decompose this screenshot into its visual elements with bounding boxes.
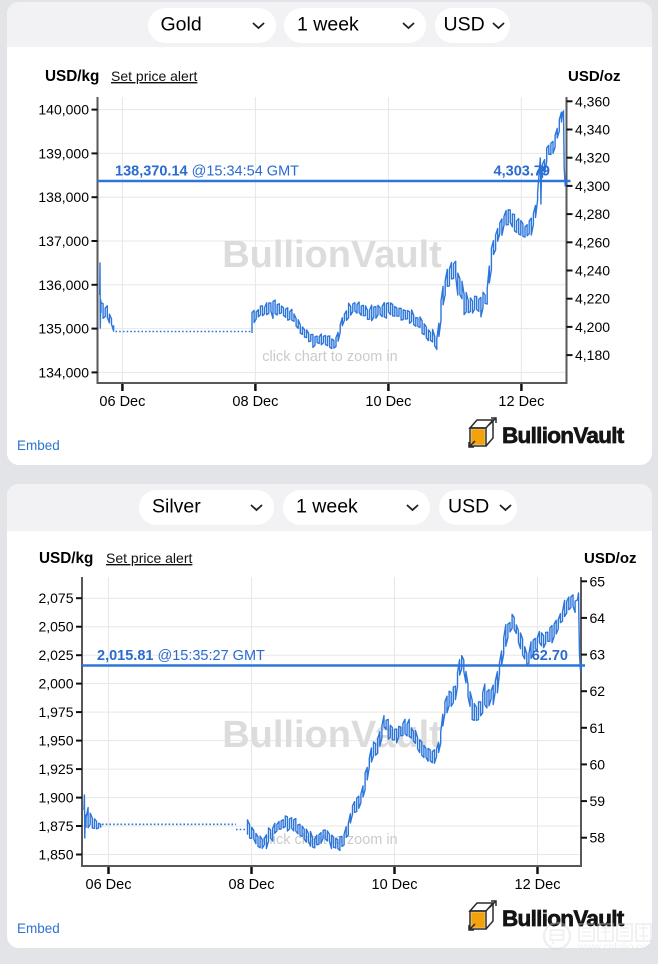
svg-text:08 Dec: 08 Dec: [229, 877, 275, 893]
svg-text:4,280: 4,280: [575, 206, 610, 222]
svg-text:1,950: 1,950: [38, 733, 73, 749]
svg-text:USD/kg: USD/kg: [45, 68, 99, 85]
svg-text:1,900: 1,900: [38, 790, 73, 806]
svg-text:USD/oz: USD/oz: [568, 68, 621, 85]
svg-text:134,000: 134,000: [38, 364, 89, 380]
svg-text:4,180: 4,180: [575, 347, 610, 363]
svg-text:USD/kg: USD/kg: [39, 550, 93, 567]
svg-text:58: 58: [590, 830, 606, 846]
svg-text:BullionVault: BullionVault: [502, 423, 625, 448]
svg-text:Set price alert: Set price alert: [106, 550, 192, 566]
svg-text:4,340: 4,340: [575, 122, 610, 138]
svg-text:4,240: 4,240: [575, 263, 610, 279]
svg-text:1,975: 1,975: [38, 704, 73, 720]
svg-text:138,000: 138,000: [38, 189, 89, 205]
svg-text:140,000: 140,000: [38, 102, 89, 118]
svg-text:08 Dec: 08 Dec: [232, 394, 278, 410]
svg-text:06 Dec: 06 Dec: [86, 877, 132, 893]
svg-text:61: 61: [590, 720, 606, 736]
svg-text:138,370.14 @15:34:54 GMT: 138,370.14 @15:34:54 GMT: [115, 164, 299, 180]
svg-text:10 Dec: 10 Dec: [365, 394, 411, 410]
svg-text:click chart to zoom in: click chart to zoom in: [262, 349, 397, 365]
svg-text:Embed: Embed: [17, 438, 60, 453]
svg-text:60: 60: [590, 756, 606, 772]
svg-text:62.70: 62.70: [532, 648, 568, 664]
svg-text:64: 64: [590, 610, 606, 626]
svg-text:4,360: 4,360: [575, 93, 610, 109]
svg-text:136,000: 136,000: [38, 277, 89, 293]
svg-text:4,220: 4,220: [575, 291, 610, 307]
svg-text:2,025: 2,025: [38, 647, 73, 663]
svg-text:BullionVault: BullionVault: [222, 234, 442, 276]
svg-text:2,015.81 @15:35:27 GMT: 2,015.81 @15:35:27 GMT: [97, 648, 265, 664]
svg-text:4,300: 4,300: [575, 178, 610, 194]
svg-text:59: 59: [590, 793, 606, 809]
svg-text:2,050: 2,050: [38, 619, 73, 635]
svg-text:10 Dec: 10 Dec: [372, 877, 418, 893]
svg-text:Embed: Embed: [17, 921, 60, 936]
svg-text:2,000: 2,000: [38, 676, 73, 692]
svg-text:4,200: 4,200: [575, 319, 610, 335]
svg-text:1,850: 1,850: [38, 847, 73, 863]
svg-text:Set price alert: Set price alert: [111, 68, 197, 84]
svg-text:12 Dec: 12 Dec: [515, 877, 561, 893]
svg-text:139,000: 139,000: [38, 145, 89, 161]
svg-text:12 Dec: 12 Dec: [498, 394, 544, 410]
svg-text:62: 62: [590, 683, 606, 699]
svg-text:135,000: 135,000: [38, 321, 89, 337]
svg-text:4,303.79: 4,303.79: [494, 164, 550, 180]
svg-text:1,925: 1,925: [38, 761, 73, 777]
svg-text:65: 65: [590, 573, 606, 589]
svg-text:USD/oz: USD/oz: [584, 550, 637, 567]
svg-text:BullionVault: BullionVault: [502, 906, 625, 931]
svg-text:137,000: 137,000: [38, 233, 89, 249]
svg-text:4,260: 4,260: [575, 234, 610, 250]
svg-text:2,075: 2,075: [38, 590, 73, 606]
svg-text:06 Dec: 06 Dec: [99, 394, 145, 410]
svg-text:1,875: 1,875: [38, 818, 73, 834]
svg-text:4,320: 4,320: [575, 150, 610, 166]
svg-text:63: 63: [590, 647, 606, 663]
